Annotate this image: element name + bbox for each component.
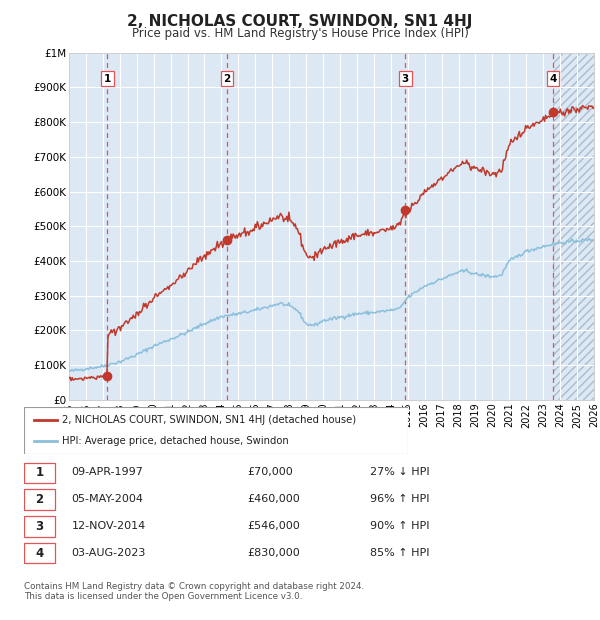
Text: 1: 1 bbox=[104, 74, 111, 84]
Text: 2: 2 bbox=[224, 74, 231, 84]
Text: 4: 4 bbox=[35, 547, 43, 560]
Text: £830,000: £830,000 bbox=[247, 548, 300, 558]
FancyBboxPatch shape bbox=[24, 516, 55, 536]
Text: 90% ↑ HPI: 90% ↑ HPI bbox=[370, 521, 430, 531]
Text: Price paid vs. HM Land Registry's House Price Index (HPI): Price paid vs. HM Land Registry's House … bbox=[131, 27, 469, 40]
Text: £546,000: £546,000 bbox=[247, 521, 300, 531]
Text: HPI: Average price, detached house, Swindon: HPI: Average price, detached house, Swin… bbox=[62, 436, 289, 446]
Text: 05-MAY-2004: 05-MAY-2004 bbox=[71, 494, 143, 504]
Text: 1: 1 bbox=[35, 466, 43, 479]
Text: 96% ↑ HPI: 96% ↑ HPI bbox=[370, 494, 430, 504]
Text: 09-APR-1997: 09-APR-1997 bbox=[71, 467, 143, 477]
Text: 03-AUG-2023: 03-AUG-2023 bbox=[71, 548, 146, 558]
Text: 4: 4 bbox=[550, 74, 557, 84]
Text: 85% ↑ HPI: 85% ↑ HPI bbox=[370, 548, 430, 558]
Text: 3: 3 bbox=[402, 74, 409, 84]
FancyBboxPatch shape bbox=[24, 407, 408, 454]
Text: £460,000: £460,000 bbox=[247, 494, 300, 504]
Text: 2, NICHOLAS COURT, SWINDON, SN1 4HJ (detached house): 2, NICHOLAS COURT, SWINDON, SN1 4HJ (det… bbox=[62, 415, 356, 425]
Text: 2, NICHOLAS COURT, SWINDON, SN1 4HJ: 2, NICHOLAS COURT, SWINDON, SN1 4HJ bbox=[127, 14, 473, 29]
Text: 3: 3 bbox=[35, 520, 43, 533]
FancyBboxPatch shape bbox=[24, 463, 55, 482]
FancyBboxPatch shape bbox=[24, 543, 55, 564]
Text: 12-NOV-2014: 12-NOV-2014 bbox=[71, 521, 146, 531]
Text: 27% ↓ HPI: 27% ↓ HPI bbox=[370, 467, 430, 477]
Text: Contains HM Land Registry data © Crown copyright and database right 2024.
This d: Contains HM Land Registry data © Crown c… bbox=[24, 582, 364, 601]
Bar bbox=[553, 53, 594, 400]
FancyBboxPatch shape bbox=[24, 489, 55, 510]
Text: 2: 2 bbox=[35, 493, 43, 506]
Text: £70,000: £70,000 bbox=[247, 467, 293, 477]
